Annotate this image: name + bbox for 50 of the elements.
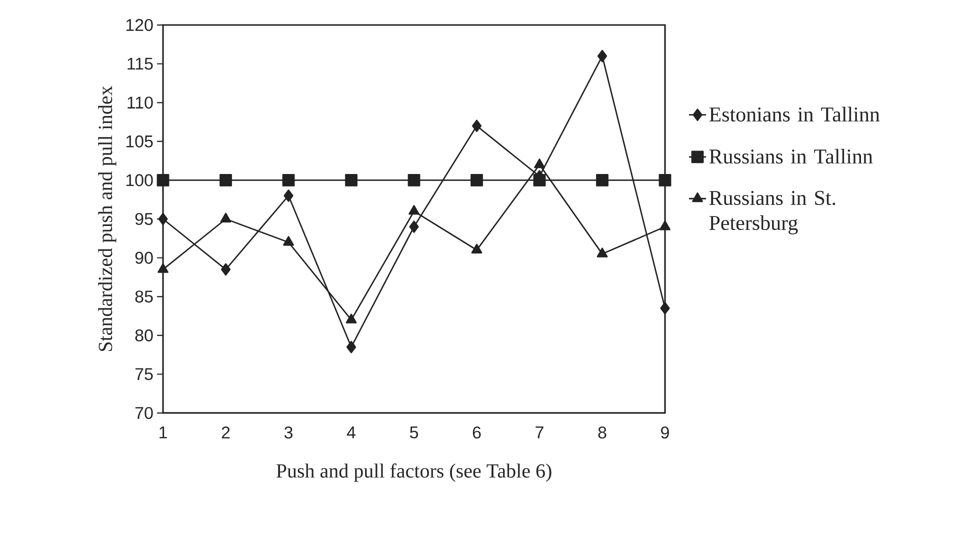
point bbox=[220, 212, 232, 222]
point bbox=[220, 263, 231, 276]
point bbox=[408, 205, 420, 215]
x-tick-label: 5 bbox=[410, 426, 418, 438]
x-tick-label: 2 bbox=[222, 426, 230, 438]
y-tick-label: 85 bbox=[135, 290, 153, 303]
y-tick-label: 75 bbox=[135, 368, 153, 380]
x-tick-label: 9 bbox=[661, 426, 669, 439]
point bbox=[283, 236, 294, 246]
y-tick-label: 105 bbox=[126, 135, 153, 148]
point bbox=[660, 220, 670, 230]
point bbox=[346, 314, 357, 324]
y-tick-label: 120 bbox=[126, 18, 153, 32]
x-tick-label: 7 bbox=[536, 426, 544, 438]
x-axis-title: Push and pull factors (see Table 6) bbox=[276, 463, 552, 482]
legend-label: Russians in St. Petersburg bbox=[709, 190, 836, 234]
point bbox=[156, 174, 170, 186]
point bbox=[345, 174, 358, 186]
point bbox=[284, 190, 294, 202]
point bbox=[471, 244, 482, 254]
point bbox=[658, 174, 672, 186]
x-tick-label: 6 bbox=[472, 426, 481, 439]
point bbox=[408, 174, 420, 186]
x-tick-label: 3 bbox=[284, 426, 292, 439]
point bbox=[158, 263, 168, 273]
point bbox=[472, 120, 482, 132]
point bbox=[596, 174, 608, 186]
point bbox=[470, 174, 483, 186]
point bbox=[346, 340, 356, 354]
y-tick-label: 95 bbox=[135, 212, 153, 226]
y-axis-title: Standardized push and pull index bbox=[98, 86, 116, 351]
point bbox=[409, 220, 419, 233]
legend-label: Estonians in Tallinn bbox=[709, 106, 880, 122]
x-tick-label: 4 bbox=[346, 426, 356, 438]
point bbox=[597, 50, 608, 62]
y-tick-label: 100 bbox=[126, 174, 153, 186]
x-tick-label: 1 bbox=[160, 426, 167, 438]
point bbox=[596, 248, 608, 258]
y-tick-label: 70 bbox=[135, 406, 153, 420]
point bbox=[220, 174, 232, 186]
y-tick-label: 80 bbox=[135, 329, 153, 342]
point bbox=[660, 302, 670, 314]
point bbox=[534, 158, 545, 168]
legend-label: Russians in Tallinn bbox=[709, 148, 873, 164]
y-tick-label: 90 bbox=[135, 252, 153, 264]
point bbox=[282, 174, 295, 186]
point bbox=[158, 212, 168, 226]
y-tick-label: 110 bbox=[128, 96, 153, 109]
y-tick-label: 115 bbox=[128, 58, 153, 70]
x-tick-label: 8 bbox=[598, 426, 606, 439]
